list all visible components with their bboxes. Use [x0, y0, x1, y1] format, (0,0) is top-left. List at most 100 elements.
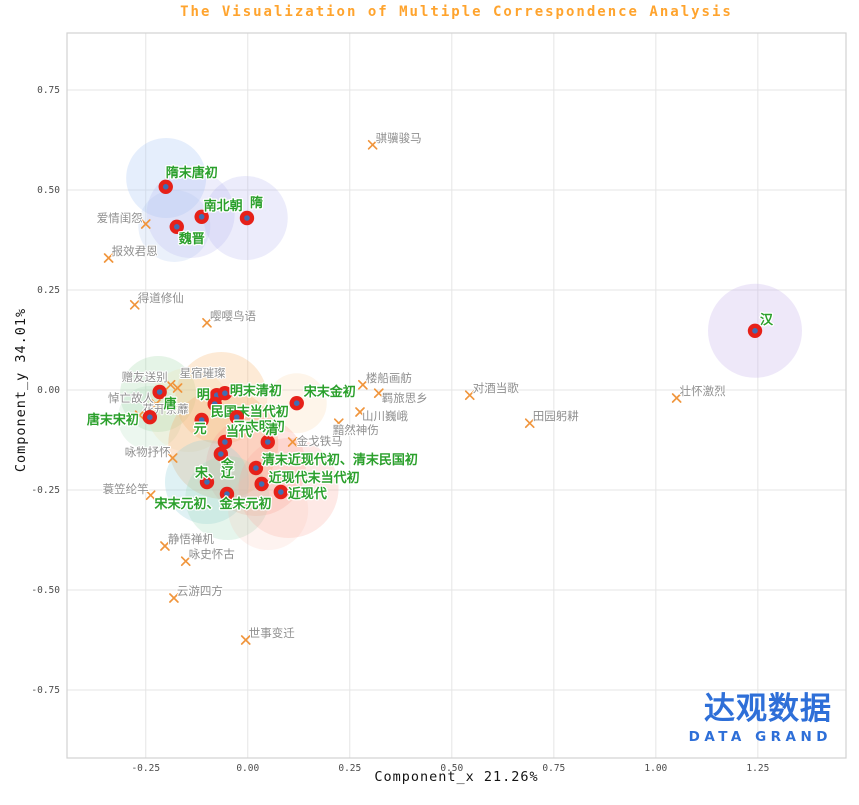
dynasty-label: 明末清初 [230, 383, 282, 399]
theme-label: 蓑笠纶竿 [103, 482, 149, 496]
x-axis-label: Component_x 21.26% [374, 769, 539, 785]
dynasty-label: 宋、辽 [194, 465, 235, 481]
theme-x-marker [367, 139, 378, 150]
theme-label: 金戈铁马 [297, 434, 343, 448]
y-tick-label: -0.25 [31, 485, 60, 496]
x-tick-label: 1.25 [746, 763, 769, 774]
cluster-bubble [238, 438, 339, 538]
dynasty-point-center [244, 215, 250, 221]
dynasty-point-center [173, 224, 180, 230]
dynasty-label: 元末明初 [233, 419, 285, 435]
theme-label: 田园躬耕 [533, 409, 579, 423]
theme-x-marker [169, 593, 179, 603]
x-tick-label: 0.00 [236, 763, 259, 774]
theme-x-marker [464, 390, 475, 401]
dynasty-label: 明 [197, 388, 210, 403]
dynasty-point-center [224, 491, 230, 497]
dynasty-point-center [162, 184, 169, 190]
x-tick-label: -0.25 [131, 763, 160, 774]
theme-label: 星宿璀璨 [180, 366, 226, 380]
theme-x-marker [180, 556, 191, 567]
dynasty-label: 汉 [760, 312, 774, 328]
x-tick-label: 1.00 [644, 763, 667, 774]
theme-x-marker [671, 393, 682, 403]
theme-x-marker [103, 253, 114, 263]
theme-label: 嘤嘤鸟语 [210, 309, 256, 323]
theme-x-marker [202, 317, 212, 328]
theme-label: 静悟禅机 [168, 532, 214, 546]
dynasty-point-center [293, 400, 300, 407]
y-tick-label: -0.75 [31, 685, 60, 696]
theme-label: 对酒当歌 [473, 381, 519, 395]
theme-x-marker [333, 418, 344, 429]
dynasty-label: 隋 [250, 195, 263, 211]
dynasty-point-center [752, 328, 758, 334]
theme-label: 得道修仙 [138, 291, 184, 305]
theme-x-marker [240, 635, 251, 645]
x-tick-label: 0.50 [440, 763, 463, 774]
theme-x-marker [145, 490, 156, 501]
theme-x-marker [172, 383, 183, 393]
theme-label: 黯然神伤 [333, 423, 379, 437]
dynasty-point-center [264, 439, 271, 445]
dynasty-label: 隋末唐初 [166, 165, 218, 181]
dynasty-point-center [156, 389, 163, 395]
plot-border [66, 32, 847, 759]
dynasty-point-center [222, 439, 228, 445]
theme-label: 咏史怀古 [189, 547, 235, 561]
logo-chinese-text: 达观数据 [704, 691, 832, 727]
dynasty-label: 南北朝 [204, 198, 243, 214]
theme-x-marker [373, 388, 384, 399]
dynasty-label: 唐 [164, 396, 177, 412]
dynasty-label: 民国末当代初 [211, 404, 289, 420]
theme-x-marker [165, 379, 176, 390]
dynasty-label: 魏晋 [178, 231, 205, 247]
theme-label: 楼船画舫 [366, 371, 412, 385]
x-tick-label: 0.25 [338, 763, 361, 774]
x-tick-label: 0.75 [542, 763, 565, 774]
dynasty-label: 宋末金初 [303, 384, 356, 400]
dynasty-label: 清 [265, 422, 278, 438]
logo-english-text: DATA GRAND [688, 729, 832, 745]
dynasty-point-center [233, 414, 240, 421]
dynasty-point-center [218, 451, 224, 457]
cluster-bubble [126, 138, 207, 218]
theme-x-marker [134, 410, 145, 421]
theme-label: 云游四方 [177, 584, 223, 598]
theme-label: 悼亡故人 [108, 391, 154, 405]
y-tick-label: 0.25 [37, 285, 60, 296]
theme-x-marker [167, 453, 178, 463]
theme-x-marker [287, 437, 298, 447]
theme-label: 咏物抒怀 [125, 445, 171, 459]
dynasty-label: 宋末元初、金末元初 [153, 496, 271, 512]
theme-x-marker [129, 299, 140, 310]
dynasty-point-center [198, 214, 205, 220]
dynasty-label: 元 [194, 422, 207, 437]
dynasty-point-center [253, 465, 259, 471]
dynasty-point-center [222, 390, 228, 397]
dynasty-point-center [258, 481, 265, 487]
dynasty-label: 唐末宋初 [87, 412, 139, 428]
theme-x-marker [357, 379, 368, 390]
theme-x-marker [160, 541, 170, 551]
dynasty-point-center [198, 417, 205, 423]
dynasty-point-center [204, 479, 210, 485]
y-tick-label: -0.50 [31, 585, 60, 596]
theme-label: 山川巍峨 [362, 409, 408, 423]
theme-label: 报效君恩 [112, 244, 158, 258]
dynasty-label: 近现代末当代初 [269, 470, 360, 486]
y-tick-label: 0.00 [37, 385, 60, 396]
theme-label: 世事变迁 [249, 626, 295, 640]
datagrand-logo: 达观数据 DATA GRAND [689, 694, 832, 745]
dynasty-label: 清末近现代初、清末民国初 [262, 452, 418, 468]
theme-x-marker [140, 219, 151, 229]
theme-label: 赠友送别 [122, 370, 168, 384]
dynasty-label: 近现代 [288, 486, 327, 502]
dynasty-point-center [278, 489, 284, 495]
dynasty-point-center [147, 414, 153, 421]
dynasty-label: 当代 [226, 424, 252, 440]
theme-x-marker [355, 407, 365, 417]
dynasty-label: 金 [220, 457, 235, 473]
